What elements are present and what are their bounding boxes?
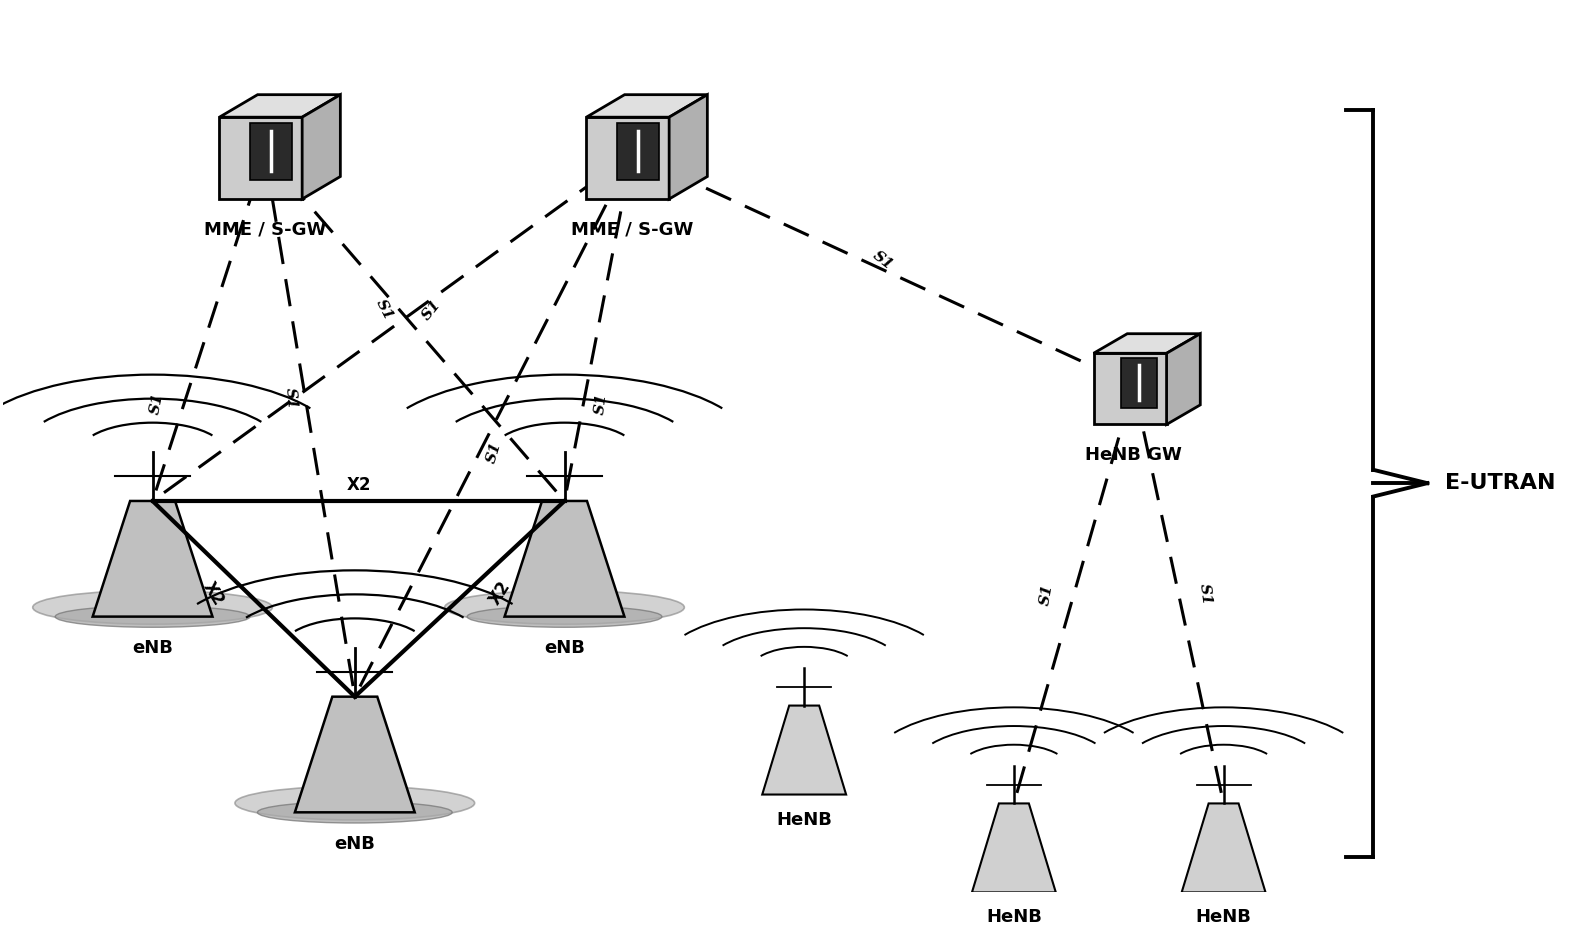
Text: eNB: eNB	[132, 639, 173, 657]
Polygon shape	[1094, 354, 1167, 424]
Text: S1: S1	[869, 248, 896, 273]
Ellipse shape	[235, 786, 475, 820]
Text: S1: S1	[282, 387, 298, 409]
Polygon shape	[1094, 333, 1200, 354]
Text: HeNB GW: HeNB GW	[1086, 445, 1181, 464]
Polygon shape	[220, 118, 303, 199]
Polygon shape	[668, 94, 708, 199]
Text: S1: S1	[373, 297, 395, 323]
Polygon shape	[587, 118, 668, 199]
Polygon shape	[93, 501, 212, 617]
Polygon shape	[1167, 333, 1200, 424]
Polygon shape	[295, 696, 414, 812]
Text: S1: S1	[1197, 582, 1214, 606]
Text: S1: S1	[419, 297, 444, 323]
Text: MME / S-GW: MME / S-GW	[571, 220, 693, 239]
Text: S1: S1	[1039, 582, 1056, 607]
Ellipse shape	[444, 591, 684, 624]
Polygon shape	[1181, 804, 1266, 893]
Polygon shape	[505, 501, 624, 617]
Text: S1: S1	[593, 393, 609, 416]
Text: X2: X2	[199, 579, 228, 608]
Polygon shape	[1120, 358, 1158, 407]
Polygon shape	[763, 706, 846, 795]
Ellipse shape	[468, 606, 662, 627]
Ellipse shape	[55, 606, 249, 627]
Text: MME / S-GW: MME / S-GW	[204, 220, 326, 239]
Text: X2: X2	[347, 476, 370, 494]
Text: S1: S1	[147, 392, 166, 416]
Text: X2: X2	[486, 579, 515, 608]
Polygon shape	[618, 122, 659, 180]
Polygon shape	[251, 122, 292, 180]
Polygon shape	[587, 94, 708, 118]
Text: HeNB: HeNB	[777, 810, 832, 829]
Text: E-UTRAN: E-UTRAN	[1445, 473, 1556, 494]
Ellipse shape	[33, 591, 273, 624]
Polygon shape	[220, 94, 340, 118]
Text: eNB: eNB	[544, 639, 585, 657]
Text: HeNB: HeNB	[985, 908, 1042, 926]
Text: S1: S1	[485, 440, 504, 465]
Text: HeNB: HeNB	[1196, 908, 1252, 926]
Polygon shape	[303, 94, 340, 199]
Polygon shape	[971, 804, 1056, 893]
Ellipse shape	[257, 802, 452, 823]
Text: eNB: eNB	[334, 834, 375, 853]
